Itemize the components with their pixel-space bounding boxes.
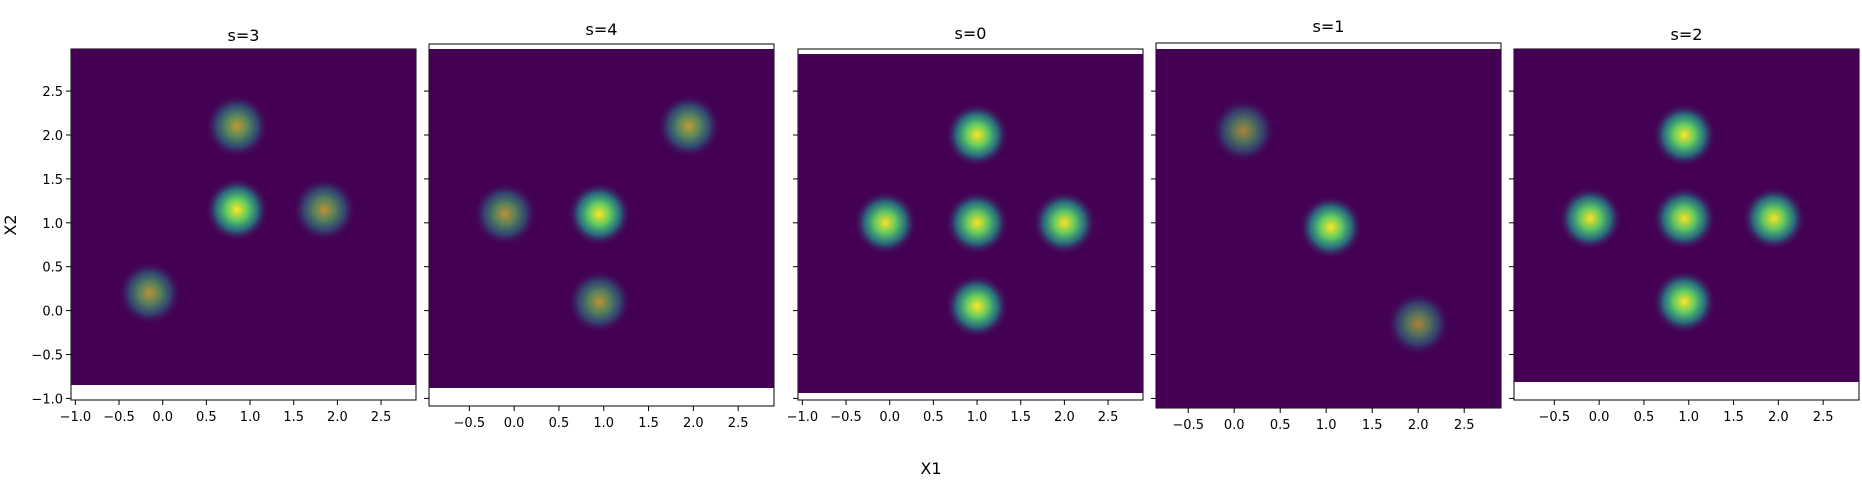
density-peak [656, 94, 721, 159]
x-tick-label: 0.5 [923, 410, 944, 425]
y-tick-label: 0.5 [42, 261, 63, 276]
subplot-s=0: s=0 −1.0 −0.5 0.0 0.5 1.0 1.5 2.0 2.5 [787, 24, 1144, 425]
density-peak [292, 177, 357, 242]
density-peak [945, 103, 1010, 167]
y-tick-label: 1.5 [42, 173, 63, 188]
x-tick-label: 2.5 [1813, 410, 1834, 425]
x-tick-label: −1.0 [787, 410, 819, 425]
density-peak [1652, 269, 1717, 334]
y-tick-label: −1.0 [31, 392, 63, 407]
density-peak [1741, 186, 1806, 251]
x-tick-label: 1.0 [593, 416, 614, 431]
x-tick-label: −0.5 [1172, 418, 1204, 433]
density-peak [1652, 186, 1717, 251]
x-tick-label: −0.5 [454, 416, 486, 431]
x-tick-label: 2.0 [683, 416, 704, 431]
x-tick-label: 0.0 [504, 416, 525, 431]
x-tick-label: 0.5 [1634, 410, 1655, 425]
density-peak [204, 94, 269, 159]
x-tick-label: 0.0 [879, 410, 900, 425]
x-tick-label: 1.5 [283, 410, 304, 425]
density-peak [1652, 103, 1717, 167]
x-tick-label: 1.5 [1362, 418, 1383, 433]
x-tick-label: −0.5 [1539, 410, 1571, 425]
x-tick-label: 2.0 [327, 410, 348, 425]
x-tick-label: 2.5 [1454, 418, 1475, 433]
x-tick-label: 2.0 [1768, 410, 1789, 425]
density-peak [204, 177, 269, 242]
y-tick-label: 1.0 [42, 217, 63, 232]
y-tick-label: 0.0 [42, 305, 63, 320]
density-peak [1032, 190, 1097, 255]
x-tick-label: 1.0 [1678, 410, 1699, 425]
density-peak [1558, 186, 1623, 251]
x-tick-label: 0.0 [1589, 410, 1610, 425]
x-tick-label: 0.5 [549, 416, 570, 431]
x-axis-label: X1 [920, 459, 941, 478]
x-tick-label: 1.5 [1723, 410, 1744, 425]
y-axis-label: X2 [1, 214, 20, 235]
x-tick-label: 1.5 [1010, 410, 1031, 425]
subplot-title: s=2 [1671, 25, 1703, 44]
x-tick-label: 1.5 [638, 416, 659, 431]
subplot-s=4: s=4 −0.5 0.0 0.5 1.0 1.5 2.0 2.5 [424, 20, 775, 431]
x-tick-label: 0.0 [1224, 418, 1245, 433]
subplots: s=3 −1.0 −0.5 0.0 0.5 1.0 1.5 2.0 2.5 −1.0 −0.5 0.0… [31, 17, 1860, 433]
subplot-title: s=1 [1313, 17, 1345, 36]
x-tick-label: −0.5 [103, 410, 135, 425]
x-tick-label: 1.0 [240, 410, 261, 425]
subplot-s=1: s=1 −0.5 0.0 0.5 1.0 1.5 2.0 2.5 [1151, 17, 1502, 433]
x-tick-label: 2.0 [1408, 418, 1429, 433]
x-tick-label: 2.5 [371, 410, 392, 425]
subplot-s=3: s=3 −1.0 −0.5 0.0 0.5 1.0 1.5 2.0 2.5 −1.0 −0.5 0.0… [31, 26, 417, 425]
x-tick-label: 0.5 [1270, 418, 1291, 433]
density-peak [1211, 98, 1276, 163]
density-peak [473, 182, 538, 247]
x-tick-label: 0.0 [152, 410, 173, 425]
y-tick-label: 2.0 [42, 129, 63, 144]
density-peak [945, 274, 1010, 339]
y-tick-label: 2.5 [42, 85, 63, 100]
density-peak [1386, 291, 1451, 356]
subplot-title: s=3 [228, 26, 260, 45]
subplot-title: s=4 [586, 20, 618, 39]
x-tick-label: 1.0 [967, 410, 988, 425]
x-tick-label: 0.5 [196, 410, 217, 425]
density-peak [117, 261, 182, 326]
x-tick-label: −0.5 [830, 410, 862, 425]
x-tick-label: 2.0 [1054, 410, 1075, 425]
x-tick-label: 2.5 [728, 416, 749, 431]
density-peak [853, 190, 918, 255]
y-tick-label: −0.5 [31, 349, 63, 364]
density-peak [567, 269, 632, 334]
x-tick-label: 2.5 [1098, 410, 1119, 425]
subplot-title: s=0 [955, 24, 987, 43]
density-peak [945, 190, 1010, 255]
density-peak [1298, 195, 1363, 260]
x-tick-label: 1.0 [1316, 418, 1337, 433]
density-peak [567, 182, 632, 247]
subplot-s=2: s=2 −0.5 0.0 0.5 1.0 1.5 2.0 2.5 [1509, 25, 1860, 425]
x-tick-label: −1.0 [60, 410, 92, 425]
